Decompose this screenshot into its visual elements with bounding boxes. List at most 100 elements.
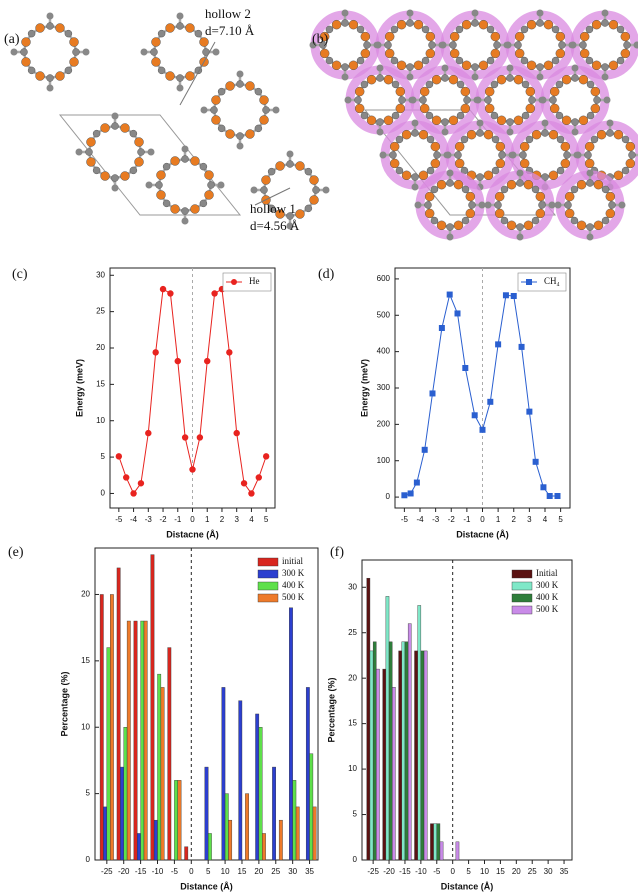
y-tick-label: 100 (377, 456, 391, 465)
atom (506, 220, 517, 231)
panel-label: (a) (4, 32, 20, 47)
bar (385, 596, 390, 861)
atom (541, 173, 549, 181)
atom (494, 208, 505, 219)
atom (523, 220, 534, 231)
legend-label: 300 K (536, 580, 559, 590)
atom (383, 115, 394, 126)
atom (541, 129, 549, 137)
atom (363, 41, 371, 49)
atom (478, 60, 489, 71)
atom (428, 41, 436, 49)
atom (556, 135, 565, 144)
atom (570, 216, 579, 225)
atom (72, 48, 80, 56)
atom (383, 74, 394, 85)
atom (156, 190, 166, 200)
structure-b (309, 9, 638, 241)
y-tick-label: 20 (96, 343, 105, 352)
x-tick-label: -10 (152, 867, 164, 876)
atom (384, 48, 395, 59)
atom (461, 19, 472, 30)
x-tick-label: 1 (496, 515, 501, 524)
x-tick-label: -25 (101, 867, 113, 876)
atom (401, 129, 412, 140)
atom (500, 185, 509, 194)
atom (157, 29, 166, 38)
y-tick-label: 25 (96, 307, 105, 316)
atom (225, 81, 235, 91)
y-tick-label: 0 (101, 489, 106, 498)
chart: (d) 0 100 200 300 400 500 600 -5 -4 -3 -2 -1 0 1 2 3 4 5 Di… (318, 267, 571, 539)
atom (140, 48, 148, 56)
atom (484, 103, 495, 114)
atom (236, 80, 244, 88)
atom (564, 191, 575, 202)
marker (145, 429, 152, 437)
bar (398, 650, 402, 861)
bar (430, 823, 434, 861)
atom (151, 37, 161, 47)
marker (471, 412, 478, 419)
atom (275, 161, 285, 171)
atom (27, 29, 36, 38)
atom (384, 31, 395, 42)
y-tick-label: 500 (377, 310, 391, 319)
bar (369, 650, 374, 861)
atom (498, 151, 506, 159)
atom (449, 31, 460, 42)
atom (621, 135, 630, 144)
x-tick-label: 5 (558, 515, 563, 524)
atom (579, 41, 587, 49)
atom (225, 129, 235, 139)
atom (448, 74, 459, 85)
atom (406, 63, 414, 71)
atom (395, 86, 406, 97)
atom (207, 181, 215, 189)
atom (319, 48, 330, 59)
annotation: hollow 2 (205, 6, 251, 21)
atom (260, 186, 268, 194)
atom (578, 115, 589, 126)
atom (555, 48, 566, 59)
atom (543, 19, 554, 30)
atom (548, 170, 559, 181)
atom (525, 103, 536, 114)
atom (466, 129, 477, 140)
atom (210, 106, 218, 114)
panel-label: (d) (318, 267, 335, 282)
marker (454, 310, 461, 317)
legend-label: 300 K (282, 568, 305, 578)
atom (398, 96, 406, 104)
legend-swatch (511, 581, 533, 591)
bar (160, 687, 165, 861)
bar (153, 819, 158, 861)
arrow (179, 41, 216, 106)
atom (605, 208, 616, 219)
atom (439, 41, 447, 49)
atom (92, 166, 101, 175)
marker (255, 474, 262, 481)
panel-label: (e) (8, 545, 24, 560)
atom (322, 186, 330, 194)
atom (111, 174, 119, 182)
atom (554, 201, 562, 209)
atom (585, 25, 594, 34)
bar (414, 650, 418, 861)
atom (425, 31, 436, 42)
y-tick-label: 15 (96, 379, 105, 388)
atom (608, 60, 619, 71)
atom (549, 86, 560, 97)
atom (82, 48, 90, 56)
atom (585, 56, 594, 65)
atom (558, 41, 566, 49)
atom (623, 41, 631, 49)
atom (165, 71, 175, 81)
atom (526, 19, 537, 30)
atom (514, 41, 522, 49)
atom (441, 74, 449, 82)
bar (376, 668, 380, 861)
atom (181, 207, 189, 215)
atom (506, 64, 514, 72)
